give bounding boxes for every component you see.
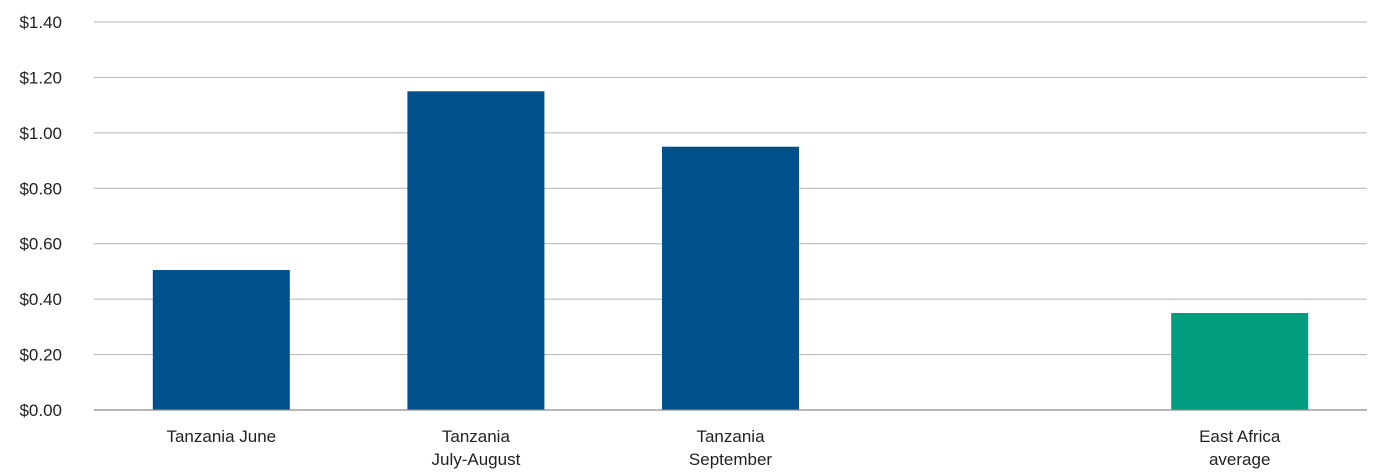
x-category-label: East Africa <box>1199 427 1281 446</box>
bar <box>1171 313 1309 410</box>
x-category-label: average <box>1209 450 1270 469</box>
y-tick-label: $0.20 <box>19 346 62 365</box>
x-category-label: September <box>689 450 772 469</box>
y-tick-label: $1.20 <box>19 68 62 87</box>
bar <box>407 91 545 411</box>
y-tick-label: $1.00 <box>19 124 62 143</box>
x-axis-labels: Tanzania June Tanzania July-August Tanzania… <box>166 427 1280 469</box>
x-category-label: Tanzania June <box>166 427 276 446</box>
y-tick-label: $0.00 <box>19 401 62 420</box>
x-category-label: Tanzania <box>442 427 511 446</box>
bars <box>152 91 1309 411</box>
y-tick-label: $0.80 <box>19 179 62 198</box>
y-axis-ticks: $0.00 $0.20 $0.40 $0.60 $0.80 $1.00 $1.20 $1.40 <box>19 13 62 420</box>
bar <box>152 270 290 410</box>
x-category-label: Tanzania <box>696 427 765 446</box>
bar <box>662 146 799 410</box>
x-category-label: July-August <box>431 450 520 469</box>
y-tick-label: $0.60 <box>19 235 62 254</box>
y-tick-label: $1.40 <box>19 13 62 32</box>
y-tick-label: $0.40 <box>19 290 62 309</box>
